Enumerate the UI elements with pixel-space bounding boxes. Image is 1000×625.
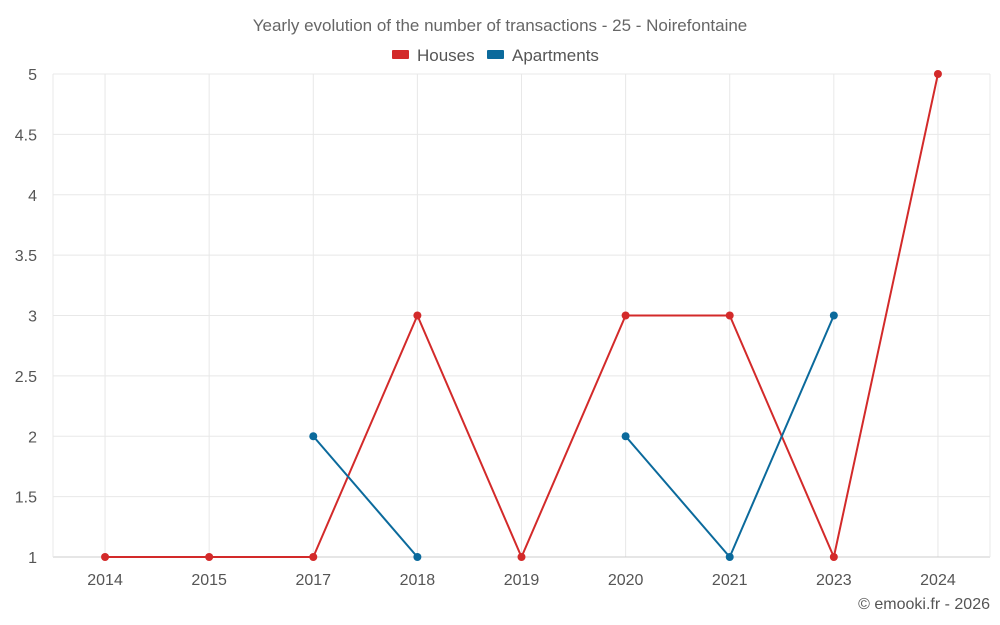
plot-area [101,70,942,561]
y-tick-label: 2 [28,429,37,446]
y-tick-label: 1.5 [15,490,37,507]
data-point-houses[interactable] [725,311,734,320]
x-tick-label: 2017 [295,572,331,589]
data-point-apartments[interactable] [725,553,734,561]
data-point-houses[interactable] [413,311,422,320]
x-tick-label: 2018 [400,572,436,589]
data-point-houses[interactable] [205,553,214,561]
legend: Houses Apartments [392,46,599,65]
legend-swatch-houses [392,50,409,59]
series-houses [101,70,942,561]
data-point-houses[interactable] [933,70,942,78]
data-point-houses[interactable] [621,311,630,320]
series-apartments [309,311,838,561]
data-point-apartments[interactable] [413,553,422,561]
series-line-apartments [312,435,419,558]
y-tick-label: 5 [28,67,37,84]
y-tick-label: 4 [28,188,37,205]
data-point-houses[interactable] [517,553,526,561]
data-point-apartments[interactable] [829,311,838,320]
y-tick-label: 3.5 [15,248,37,265]
x-tick-label: 2015 [191,572,227,589]
y-tick-label: 3 [28,309,37,326]
y-tick-label: 1 [28,550,37,567]
legend-label-apartments: Apartments [512,46,599,65]
y-tick-label: 4.5 [15,127,37,144]
x-tick-label: 2020 [608,572,644,589]
x-tick-label: 2014 [87,572,123,589]
y-tick-label: 2.5 [15,369,37,386]
x-tick-label: 2021 [712,572,748,589]
data-point-houses[interactable] [101,553,110,561]
data-point-apartments[interactable] [309,432,318,441]
x-tick-label: 2019 [504,572,540,589]
data-point-houses[interactable] [309,553,318,561]
legend-swatch-apartments [487,50,504,59]
x-tick-label: 2023 [816,572,852,589]
chart-title: Yearly evolution of the number of transa… [253,16,748,35]
legend-label-houses: Houses [417,46,475,65]
credit-text: © emooki.fr - 2026 [858,596,990,613]
data-point-apartments[interactable] [621,432,630,441]
x-tick-label: 2024 [920,572,956,589]
data-point-houses[interactable] [829,553,838,561]
